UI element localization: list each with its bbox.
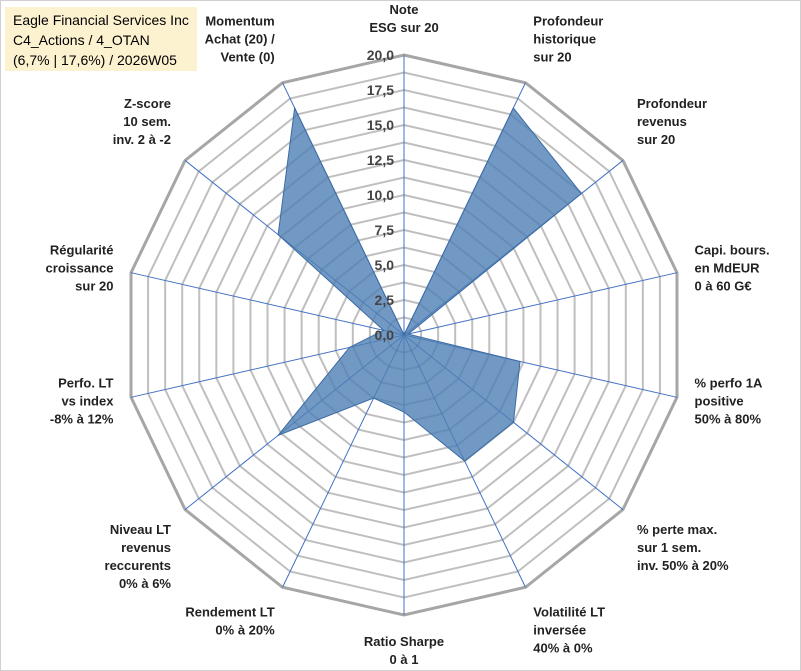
tick-label: 2,5: [375, 292, 395, 308]
axis-label-line: Momentum: [205, 14, 274, 29]
axis-label-line: 40% à 0%: [533, 640, 593, 655]
axis-label: Profondeur historique sur 20: [533, 14, 603, 65]
axis-label-line: 0 à 60 G€: [695, 279, 752, 294]
axis-label-line: inversée: [533, 622, 586, 637]
axis-label: Profondeur revenus sur 20: [637, 96, 707, 147]
axis-label: Momentum Achat (20) / Vente (0): [205, 14, 275, 65]
axis-label: Z-score 10 sem. inv. 2 à -2: [113, 96, 171, 147]
axis-label-line: Volatilité LT: [533, 604, 605, 619]
axis-label-line: en MdEUR: [695, 261, 761, 276]
tick-label: 0,0: [375, 327, 395, 343]
axis-label-line: sur 1 sem.: [637, 540, 701, 555]
axis-label-line: revenus: [121, 540, 171, 555]
axis-label: Capi. bours. en MdEUR 0 à 60 G€: [695, 243, 770, 294]
axis-label-line: inv. 50% à 20%: [637, 558, 729, 573]
axis-label: Niveau LT revenus reccurents 0% à 6%: [105, 522, 172, 591]
axis-label-line: revenus: [637, 114, 687, 129]
axis-label-line: Profondeur: [637, 96, 707, 111]
tick-label: 7,5: [375, 222, 395, 238]
axis-label-line: 50% à 80%: [695, 411, 762, 426]
axis-label-line: sur 20: [75, 279, 113, 294]
axis-label-line: Z-score: [124, 96, 171, 111]
spoke-line: [403, 272, 678, 336]
axis-label-line: croissance: [46, 261, 114, 276]
axis-label-line: Ratio Sharpe: [364, 634, 444, 649]
axis-label-line: Note: [390, 2, 419, 17]
title-line-2: C4_Actions / 4_OTAN: [13, 32, 150, 48]
spoke-line: [130, 272, 405, 336]
chart-title-box: Eagle Financial Services Inc C4_Actions …: [5, 7, 197, 71]
axis-label-line: 0 à 1: [390, 652, 419, 667]
axis-label-line: Profondeur: [533, 14, 603, 29]
axis-label-line: Niveau LT: [110, 522, 171, 537]
axis-label-line: reccurents: [105, 558, 171, 573]
axis-label-line: % perte max.: [637, 522, 717, 537]
axis-label-line: 0% à 20%: [215, 622, 275, 637]
tick-label: 12,5: [367, 152, 394, 168]
axis-label-line: -8% à 12%: [50, 411, 114, 426]
tick-label: 5,0: [375, 257, 395, 273]
axis-label-line: Vente (0): [221, 50, 275, 65]
tick-label: 15,0: [367, 117, 394, 133]
axis-label-line: 0% à 6%: [119, 576, 171, 591]
axis-label-line: sur 20: [533, 50, 571, 65]
axis-label-line: inv. 2 à -2: [113, 132, 171, 147]
tick-label: 20,0: [367, 47, 394, 63]
axis-label-line: sur 20: [637, 132, 675, 147]
axis-label: Volatilité LT inversée 40% à 0%: [533, 604, 605, 655]
tick-label: 10,0: [367, 187, 394, 203]
axis-label-line: historique: [533, 32, 596, 47]
title-line-1: Eagle Financial Services Inc: [13, 12, 189, 28]
axis-label-line: Capi. bours.: [695, 243, 770, 258]
axis-label: Rendement LT 0% à 20%: [185, 604, 275, 637]
axis-label: % perfo 1A positive 50% à 80%: [695, 375, 764, 426]
axis-label: Régularité croissance sur 20: [46, 243, 114, 294]
axis-label-line: Régularité: [50, 243, 114, 258]
axis-label: Ratio Sharpe 0 à 1: [364, 634, 444, 667]
axis-label-line: vs index: [61, 393, 114, 408]
axis-label-line: Rendement LT: [185, 604, 274, 619]
axis-label-line: Perfo. LT: [58, 375, 113, 390]
axis-label: Perfo. LT vs index -8% à 12%: [50, 375, 114, 426]
title-line-3: (6,7% | 17,6%) / 2026W05: [13, 52, 177, 68]
axis-label: % perte max. sur 1 sem. inv. 50% à 20%: [637, 522, 729, 573]
axis-label-line: positive: [695, 393, 744, 408]
axis-label: Note ESG sur 20: [369, 2, 438, 35]
axis-label-line: 10 sem.: [123, 114, 171, 129]
axis-label-line: Achat (20) /: [205, 32, 275, 47]
axis-label-line: ESG sur 20: [369, 20, 438, 35]
tick-label: 17,5: [367, 82, 394, 98]
axis-label-line: % perfo 1A: [695, 375, 764, 390]
data-series-area: [276, 106, 583, 462]
